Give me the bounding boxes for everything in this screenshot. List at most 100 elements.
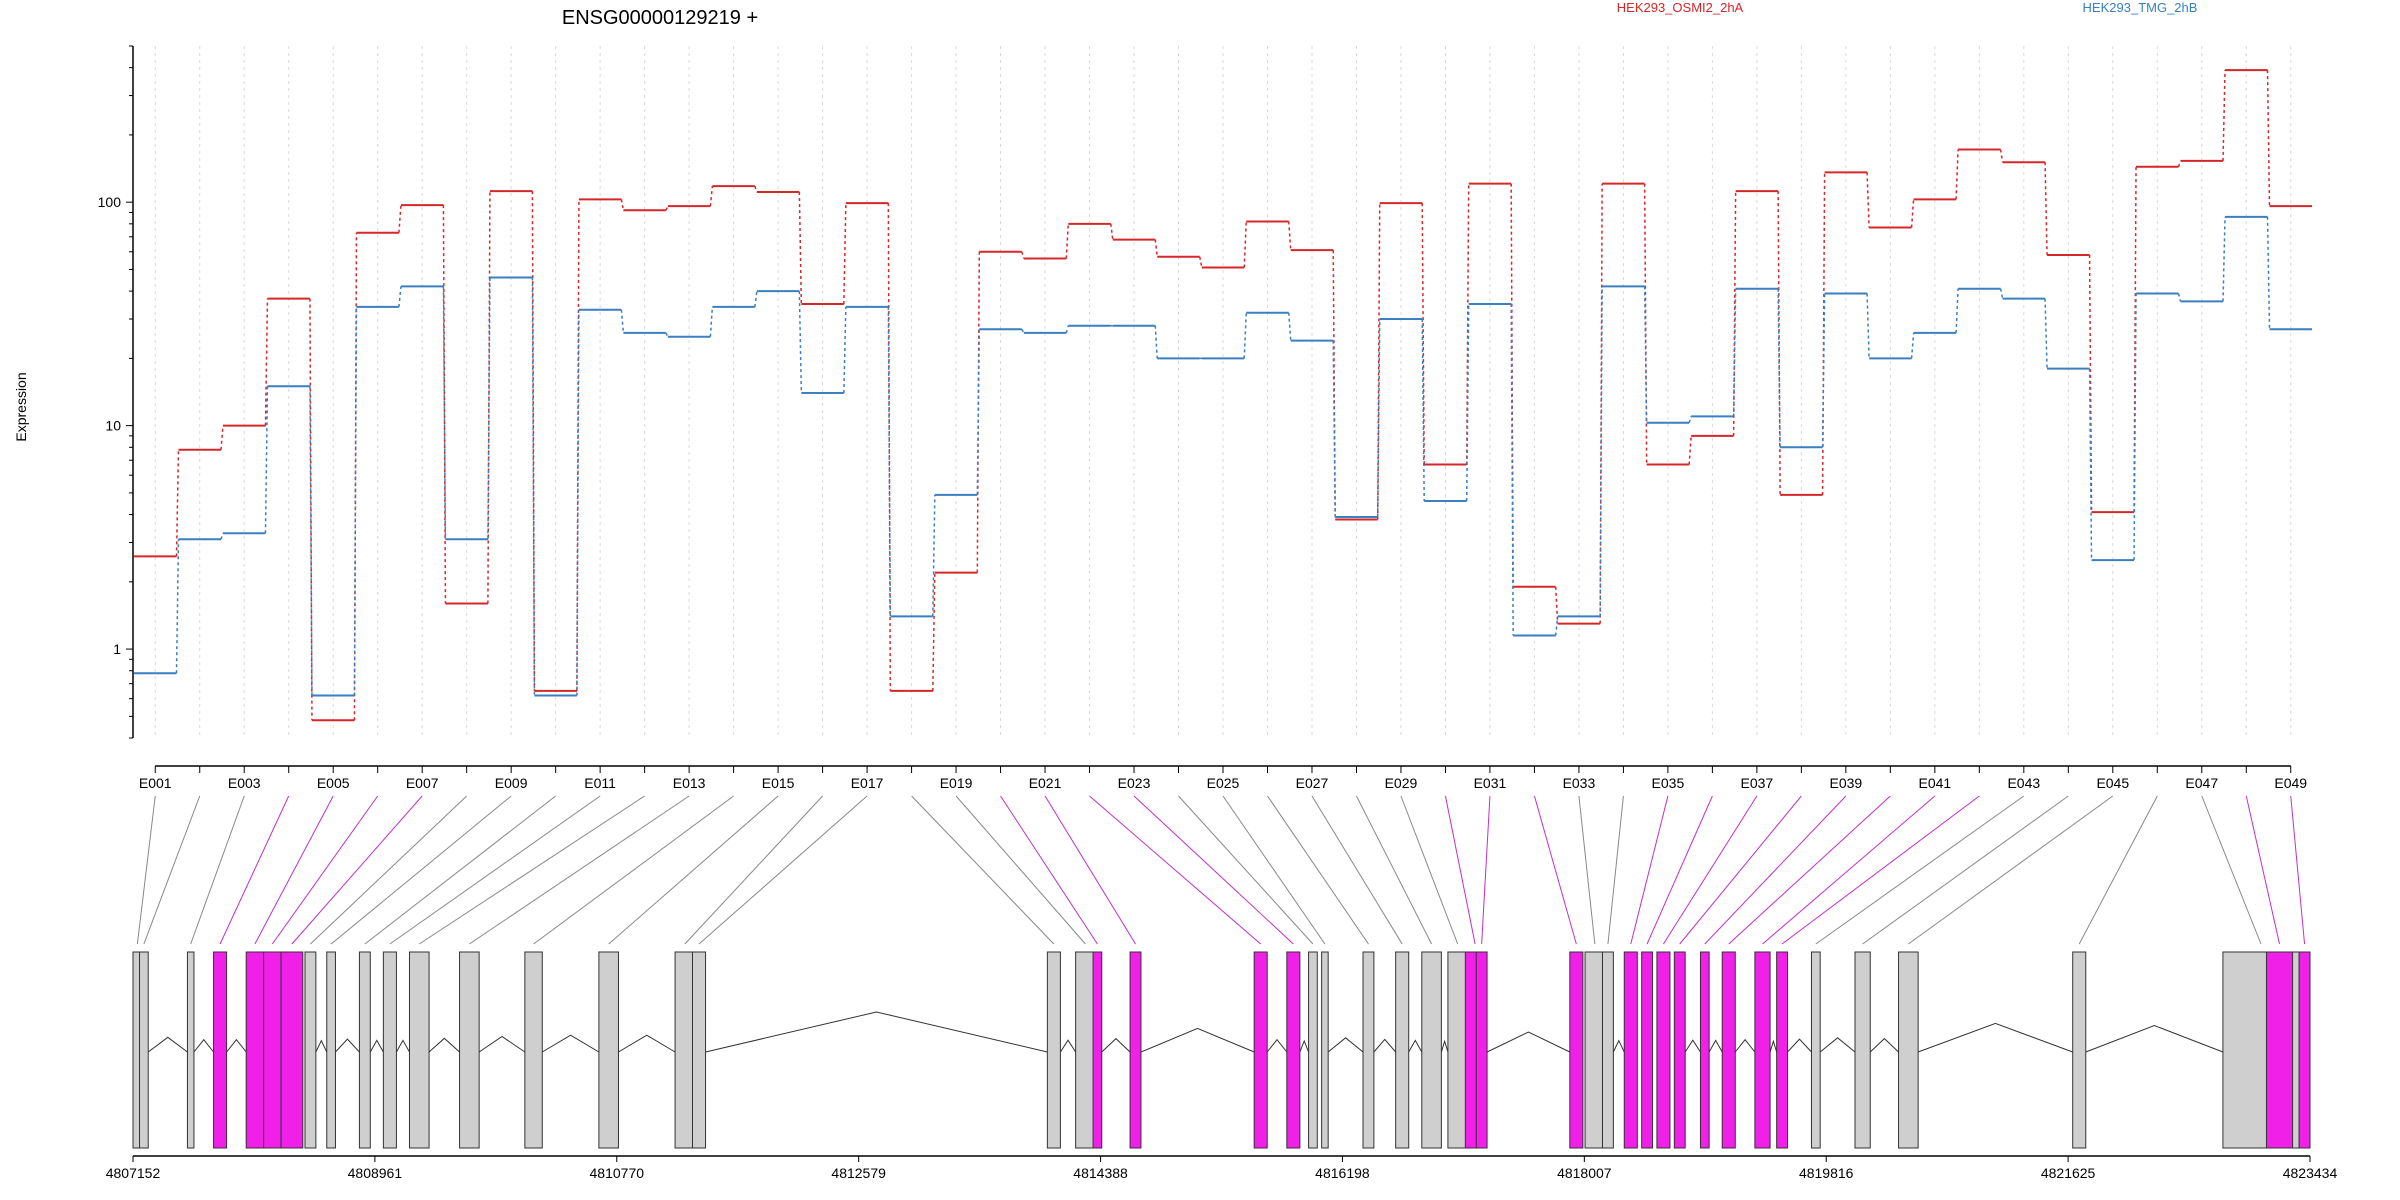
- gene-exon-box: [691, 951, 707, 1149]
- x-tick-label: E045: [2096, 775, 2129, 791]
- data-connector: [1821, 293, 1826, 448]
- data-connector: [1199, 256, 1203, 268]
- exon-connector: [330, 795, 512, 945]
- x-tick-label: E019: [940, 775, 973, 791]
- data-connector: [2266, 70, 2271, 207]
- exon-connector: [684, 795, 823, 945]
- data-connector: [576, 309, 580, 696]
- data-connector: [1554, 586, 1559, 624]
- exon-connector: [469, 795, 690, 945]
- data-connector: [1243, 312, 1247, 359]
- genome-tick-label: 4821625: [2041, 1165, 2096, 1181]
- intron-line: [369, 1039, 384, 1053]
- exon-connector: [1089, 795, 1262, 945]
- data-connector: [2177, 160, 2182, 168]
- intron-line: [1917, 1022, 2073, 1053]
- genome-tick-label: 4816198: [1315, 1165, 1370, 1181]
- intron-line: [1734, 1038, 1756, 1053]
- exon-connector: [1815, 795, 2025, 945]
- gene-exon-box: [186, 951, 195, 1149]
- gene-exon-box: [524, 951, 543, 1149]
- data-connector: [220, 532, 224, 540]
- intron-line: [1059, 1039, 1077, 1053]
- exon-connector: [1728, 795, 1891, 945]
- data-connector: [1376, 203, 1381, 520]
- gene-exon-box: [245, 951, 265, 1149]
- gene-exon-box: [1321, 951, 1329, 1149]
- chart-title: ENSG00000129219 +: [562, 7, 758, 29]
- data-connector: [1110, 223, 1114, 240]
- intron-line: [705, 1011, 1048, 1053]
- intron-line: [1440, 1039, 1449, 1053]
- exon-connector: [1178, 795, 1314, 945]
- exon-connector: [1607, 795, 1624, 945]
- intron-line: [1612, 1039, 1625, 1053]
- data-connector: [1955, 149, 1959, 200]
- exon-connector: [1356, 795, 1433, 945]
- data-connector: [1999, 149, 2004, 163]
- exon-connector: [2245, 795, 2281, 945]
- data-connector: [1688, 416, 1692, 423]
- x-tick-label: E035: [1652, 775, 1685, 791]
- genome-tick-label: 4810770: [590, 1165, 645, 1181]
- gene-exon-box: [1075, 951, 1096, 1149]
- gene-exon-box: [1475, 951, 1488, 1149]
- gene-exon-box: [1046, 951, 1061, 1149]
- x-tick-label: E007: [406, 775, 439, 791]
- gene-exon-box: [1656, 951, 1671, 1149]
- exon-connector: [1222, 795, 1326, 945]
- data-connector: [2044, 162, 2048, 256]
- gene-exon-box: [2265, 951, 2294, 1149]
- exon-connector: [1533, 795, 1577, 945]
- intron-line: [315, 1039, 328, 1053]
- exon-connector: [271, 795, 379, 945]
- gene-exon-box: [1721, 951, 1736, 1149]
- exon-connector: [389, 795, 601, 945]
- x-tick-label: E033: [1563, 775, 1596, 791]
- x-tick-label: E025: [1207, 775, 1240, 791]
- data-connector: [2222, 70, 2226, 161]
- intron-line: [1299, 1039, 1310, 1053]
- data-connector: [1332, 340, 1336, 518]
- exon-connector: [143, 795, 201, 945]
- intron-line: [542, 1034, 600, 1053]
- exon-connector: [1908, 795, 2114, 945]
- x-tick-label: E011: [584, 775, 616, 791]
- intron-line: [1408, 1039, 1423, 1053]
- exon-connector: [1663, 795, 1758, 945]
- exon-connector: [1400, 795, 1459, 945]
- x-tick-label: E031: [1474, 775, 1507, 791]
- gene-exon-box: [1584, 951, 1606, 1149]
- data-connector: [1866, 172, 1870, 228]
- gene-exon-box: [263, 951, 282, 1149]
- gene-exon-box: [1699, 951, 1710, 1149]
- data-connector: [531, 277, 536, 696]
- x-tick-label: E043: [2007, 775, 2040, 791]
- x-tick-label: E037: [1741, 775, 1774, 791]
- intron-line: [193, 1038, 214, 1053]
- exon-connector: [911, 795, 1055, 945]
- exon-connector: [1704, 795, 1847, 945]
- data-connector: [2088, 368, 2093, 561]
- y-tick-label: 10: [105, 418, 121, 434]
- x-tick-label: E023: [1118, 775, 1151, 791]
- genome-tick-label: 4823434: [2283, 1165, 2338, 1181]
- gene-exon-box: [1810, 951, 1821, 1149]
- data-connector: [1021, 251, 1025, 259]
- data-connector: [976, 251, 981, 573]
- exon-connector: [2290, 795, 2306, 945]
- exon-connector: [1481, 795, 1491, 945]
- exon-connector: [608, 795, 779, 945]
- gene-exon-box: [382, 951, 397, 1149]
- exon-connector: [1133, 795, 1294, 945]
- data-connector: [709, 306, 714, 337]
- exon-connector: [1679, 795, 1802, 945]
- y-tick-label: 1: [113, 641, 121, 657]
- gene-exon-box: [280, 951, 304, 1149]
- genome-tick-label: 4819816: [1799, 1165, 1854, 1181]
- intron-line: [147, 1036, 188, 1053]
- data-connector: [620, 199, 625, 211]
- data-connector: [2177, 293, 2182, 302]
- gene-exon-box: [459, 951, 480, 1149]
- data-connector: [175, 539, 180, 674]
